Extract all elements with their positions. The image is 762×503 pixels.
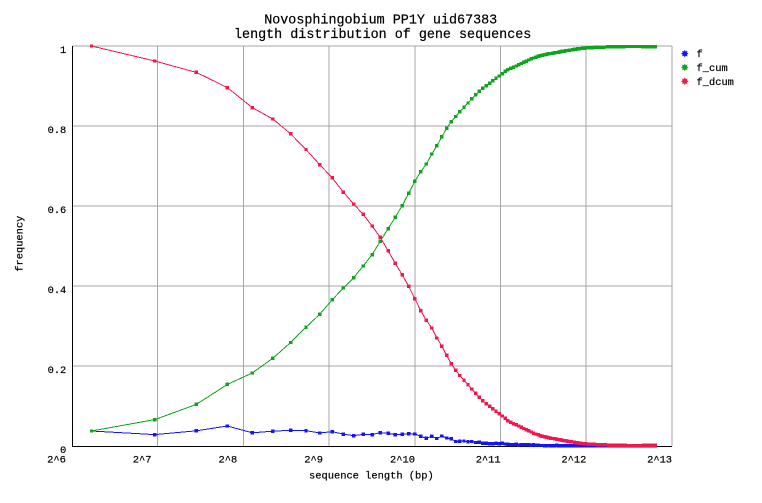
svg-text:Novosphingobium PP1Y uid67383: Novosphingobium PP1Y uid67383 (264, 14, 497, 29)
svg-text:f_cum: f_cum (697, 63, 728, 75)
svg-text:2^13: 2^13 (647, 455, 672, 467)
svg-text:2^8: 2^8 (219, 455, 238, 467)
svg-text:2^10: 2^10 (390, 455, 415, 467)
svg-text:0.8: 0.8 (48, 125, 67, 137)
svg-text:1: 1 (60, 45, 66, 57)
svg-text:0.2: 0.2 (48, 365, 67, 377)
svg-text:2^11: 2^11 (476, 455, 501, 467)
svg-text:2^12: 2^12 (561, 455, 586, 467)
svg-text:0.6: 0.6 (48, 205, 67, 217)
svg-text:frequency: frequency (15, 216, 27, 272)
svg-text:0.4: 0.4 (48, 285, 67, 297)
svg-text:length distribution of gene se: length distribution of gene sequences (234, 28, 531, 43)
svg-text:0: 0 (60, 445, 66, 457)
svg-text:2^7: 2^7 (133, 455, 152, 467)
svg-text:f_dcum: f_dcum (697, 77, 734, 89)
svg-text:f: f (697, 49, 703, 61)
svg-text:2^6: 2^6 (47, 455, 66, 467)
svg-text:sequence length (bp): sequence length (bp) (309, 471, 434, 483)
svg-text:2^9: 2^9 (304, 455, 323, 467)
